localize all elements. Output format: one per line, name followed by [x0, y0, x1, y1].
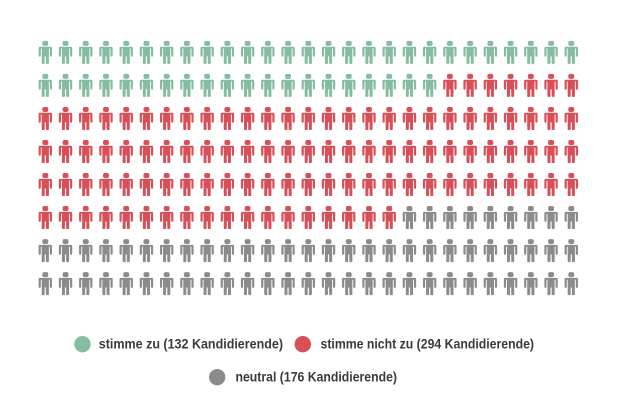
svg-text:stimme zu (132 Kandidierende): stimme zu (132 Kandidierende) — [99, 337, 283, 352]
svg-text:neutral (176 Kandidierende): neutral (176 Kandidierende) — [236, 370, 398, 385]
svg-text:stimme nicht zu (294 Kandidier: stimme nicht zu (294 Kandidierende) — [321, 337, 535, 352]
